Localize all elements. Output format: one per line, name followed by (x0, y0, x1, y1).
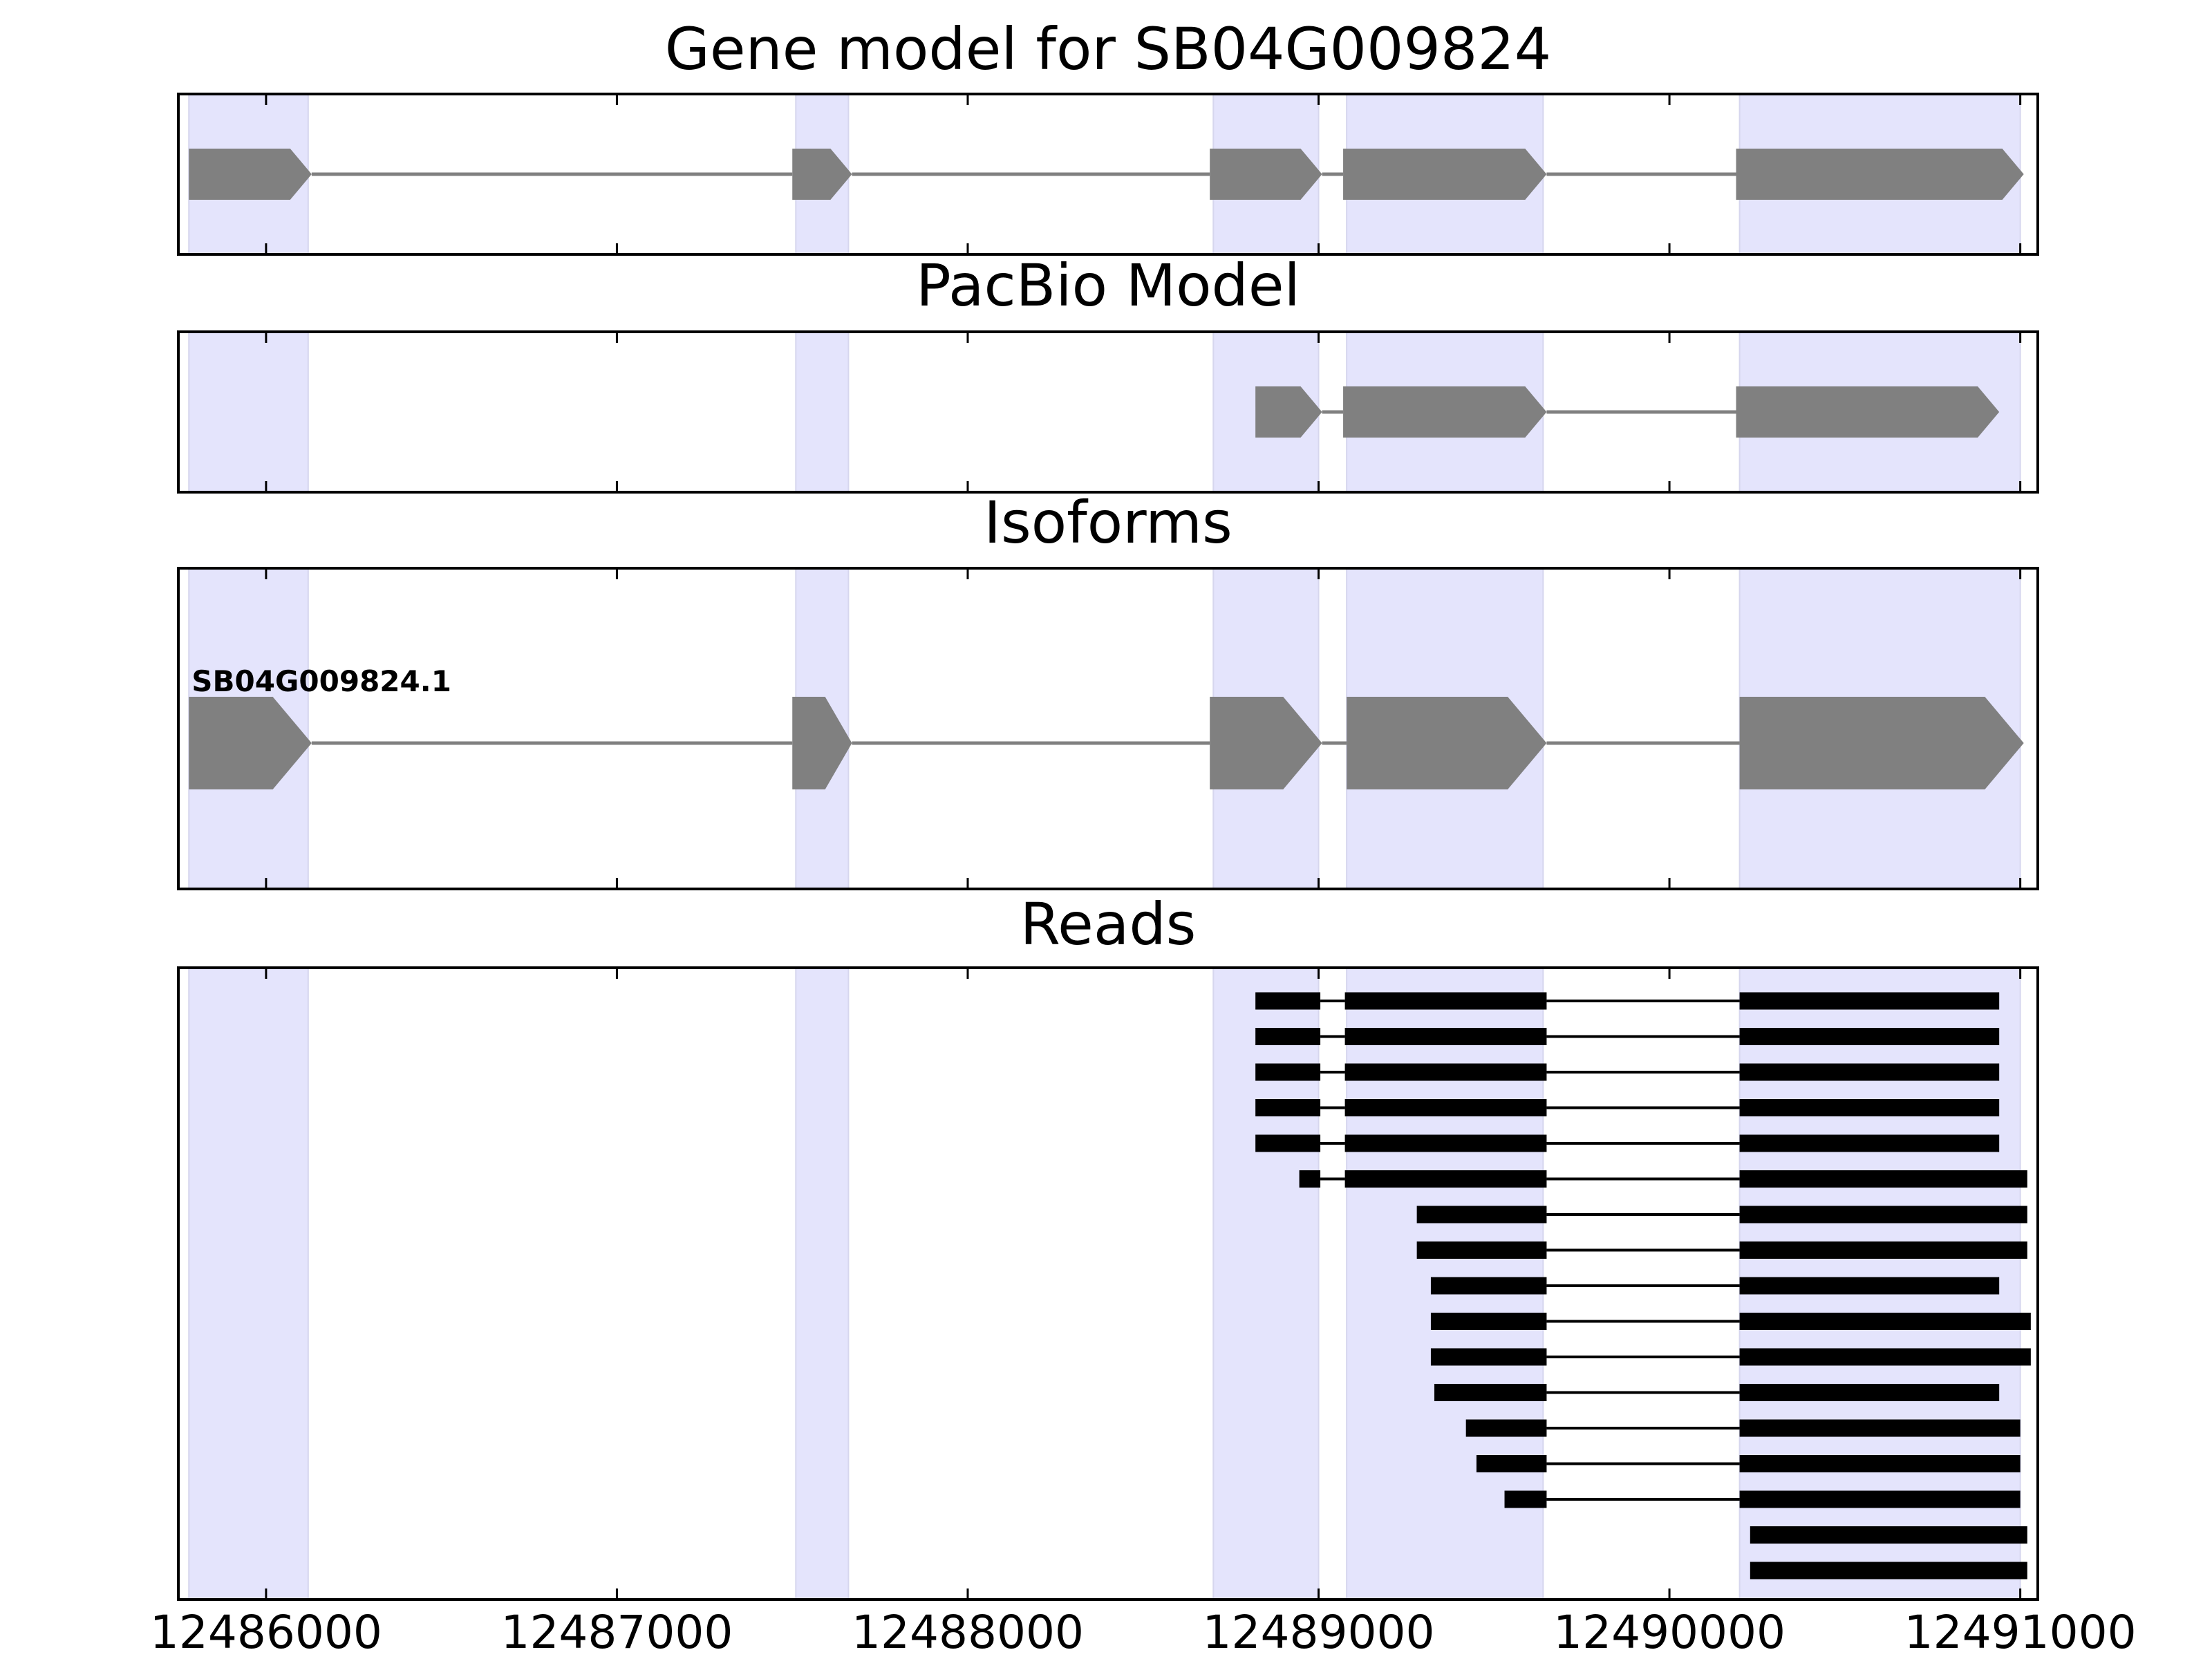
panel-3: Reads (177, 890, 2039, 1601)
read-block (1739, 1419, 2021, 1437)
read-block (1255, 1134, 1321, 1152)
read-block (1739, 1277, 2000, 1295)
read-block (1739, 1170, 2027, 1188)
exon (1739, 697, 2024, 789)
exon (1210, 697, 1322, 789)
read (1255, 1028, 2000, 1045)
read-block (1344, 1134, 1547, 1152)
read-block (1739, 1063, 2000, 1081)
read (1465, 1419, 2021, 1437)
read-block (1430, 1277, 1547, 1295)
read (1750, 1526, 2027, 1544)
highlight-region (1212, 967, 1320, 1600)
read-block (1739, 1241, 2027, 1259)
read (1255, 1063, 2000, 1081)
isoform-label: SB04G009824.1 (191, 664, 451, 698)
x-tick-label: 12491000 (1904, 1606, 2137, 1659)
read-block (1255, 992, 1321, 1010)
x-tick-label: 12487000 (500, 1606, 733, 1659)
exon (1210, 149, 1322, 200)
read-block (1416, 1241, 1547, 1259)
highlight-region (188, 331, 309, 493)
exon (1343, 386, 1547, 438)
read-block (1504, 1490, 1547, 1508)
axes-frame (177, 567, 2039, 890)
read-block (1430, 1348, 1547, 1366)
read (1430, 1277, 2000, 1295)
read-block (1476, 1455, 1547, 1472)
read-block (1465, 1419, 1547, 1437)
exon (1736, 386, 2000, 438)
read (1255, 1134, 2000, 1152)
read-block (1255, 1063, 1321, 1081)
read-block (1739, 1490, 2021, 1508)
read-block (1416, 1206, 1547, 1224)
read (1299, 1170, 2027, 1188)
axes-frame (177, 93, 2039, 256)
exon (189, 149, 312, 200)
x-tick-label: 12489000 (1203, 1606, 1435, 1659)
read (1255, 1099, 2000, 1116)
read-block (1255, 1028, 1321, 1045)
read (1750, 1562, 2027, 1580)
read (1430, 1313, 2031, 1330)
panel-0: Gene model for SB04G009824 (177, 15, 2039, 256)
read-block (1750, 1562, 2027, 1580)
exon (792, 697, 852, 789)
panel-title: Gene model for SB04G009824 (665, 15, 1551, 83)
read-block (1739, 1313, 2031, 1330)
panel-title: PacBio Model (916, 252, 1300, 319)
read-block (1299, 1170, 1321, 1188)
read (1434, 1384, 2000, 1401)
exon (792, 149, 852, 200)
x-tick-label: 12486000 (150, 1606, 382, 1659)
exon (1255, 386, 1322, 438)
read-block (1739, 1134, 2000, 1152)
read-block (1739, 1099, 2000, 1116)
read-block (1750, 1526, 2027, 1544)
read-block (1255, 1099, 1321, 1116)
panel-title: Isoforms (984, 489, 1232, 556)
read (1416, 1241, 2027, 1259)
read-block (1344, 1028, 1547, 1045)
panel-2: Isoforms SB04G009824.1 (177, 489, 2039, 890)
highlight-region (795, 967, 850, 1600)
read (1255, 992, 2000, 1010)
read (1416, 1206, 2027, 1224)
highlight-region (188, 967, 309, 1600)
exon (189, 697, 312, 789)
read-block (1739, 1455, 2021, 1472)
read (1476, 1455, 2021, 1472)
read-block (1344, 1170, 1547, 1188)
exon (1736, 149, 2024, 200)
x-tick-label: 12490000 (1553, 1606, 1785, 1659)
exon (1347, 697, 1547, 789)
panel-1: PacBio Model (177, 252, 2039, 494)
panel-title: Reads (1020, 890, 1197, 958)
axes-frame (177, 330, 2039, 494)
read-block (1344, 1063, 1547, 1081)
read-block (1739, 992, 2000, 1010)
highlight-region (795, 331, 850, 493)
read-block (1344, 992, 1547, 1010)
read-block (1344, 1099, 1547, 1116)
read-block (1739, 1348, 2031, 1366)
read (1430, 1348, 2031, 1366)
axes-frame (177, 966, 2039, 1601)
read-block (1739, 1384, 2000, 1401)
x-tick-label: 12488000 (852, 1606, 1084, 1659)
read-block (1430, 1313, 1547, 1330)
read (1504, 1490, 2021, 1508)
read-block (1739, 1028, 2000, 1045)
read-block (1434, 1384, 1547, 1401)
read-block (1739, 1206, 2027, 1224)
exon (1343, 149, 1547, 200)
